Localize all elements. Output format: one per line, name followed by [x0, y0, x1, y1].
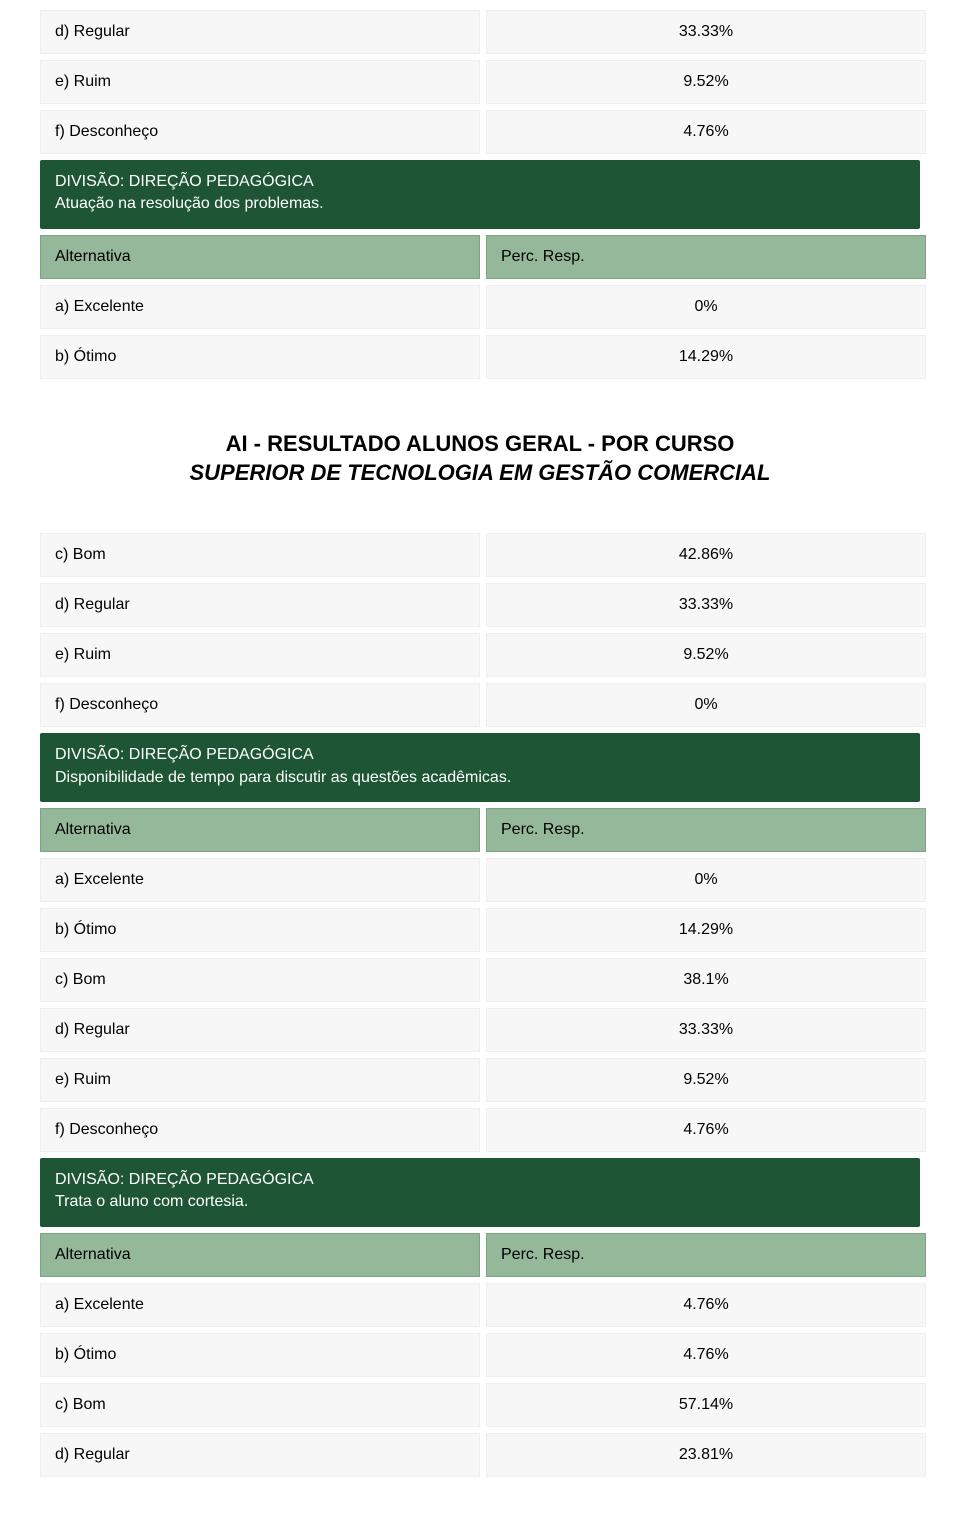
option-value: 0% — [486, 285, 926, 329]
section-tag: DIVISÃO: DIREÇÃO PEDAGÓGICA — [55, 1169, 905, 1191]
option-label: a) Excelente — [40, 285, 480, 329]
option-value: 4.76% — [486, 1108, 926, 1152]
option-value: 0% — [486, 683, 926, 727]
option-value: 9.52% — [486, 1058, 926, 1102]
table-row: c) Bom 38.1% — [40, 958, 920, 1002]
table-row: e) Ruim 9.52% — [40, 1058, 920, 1102]
section-header: DIVISÃO: DIREÇÃO PEDAGÓGICA Atuação na r… — [40, 160, 920, 229]
page-title-line1: AI - RESULTADO ALUNOS GERAL - POR CURSO — [40, 429, 920, 459]
table-row: d) Regular 33.33% — [40, 10, 920, 54]
column-header-alternativa: Alternativa — [40, 1233, 480, 1277]
option-value: 14.29% — [486, 335, 926, 379]
table-row: f) Desconheço 4.76% — [40, 110, 920, 154]
table-row: a) Excelente 4.76% — [40, 1283, 920, 1327]
table-row: a) Excelente 0% — [40, 285, 920, 329]
section-desc: Disponibilidade de tempo para discutir a… — [55, 769, 511, 786]
column-header-row: Alternativa Perc. Resp. — [40, 808, 920, 852]
column-header-alternativa: Alternativa — [40, 808, 480, 852]
table-row: c) Bom 57.14% — [40, 1383, 920, 1427]
table-row: f) Desconheço 0% — [40, 683, 920, 727]
column-header-perc-resp: Perc. Resp. — [486, 808, 926, 852]
table-row: d) Regular 33.33% — [40, 583, 920, 627]
table-row: d) Regular 23.81% — [40, 1433, 920, 1477]
option-value: 0% — [486, 858, 926, 902]
option-label: e) Ruim — [40, 1058, 480, 1102]
table-row: a) Excelente 0% — [40, 858, 920, 902]
option-label: a) Excelente — [40, 1283, 480, 1327]
option-label: b) Ótimo — [40, 1333, 480, 1377]
option-value: 23.81% — [486, 1433, 926, 1477]
option-label: d) Regular — [40, 583, 480, 627]
option-value: 14.29% — [486, 908, 926, 952]
section-header: DIVISÃO: DIREÇÃO PEDAGÓGICA Disponibilid… — [40, 733, 920, 802]
option-label: e) Ruim — [40, 633, 480, 677]
option-value: 33.33% — [486, 583, 926, 627]
page-title: AI - RESULTADO ALUNOS GERAL - POR CURSO … — [40, 429, 920, 488]
option-label: c) Bom — [40, 958, 480, 1002]
option-value: 38.1% — [486, 958, 926, 1002]
option-label: c) Bom — [40, 1383, 480, 1427]
option-value: 4.76% — [486, 1333, 926, 1377]
option-label: d) Regular — [40, 1433, 480, 1477]
section-desc: Trata o aluno com cortesia. — [55, 1193, 248, 1210]
table-row: c) Bom 42.86% — [40, 533, 920, 577]
option-label: e) Ruim — [40, 60, 480, 104]
table-row: e) Ruim 9.52% — [40, 633, 920, 677]
table-row: e) Ruim 9.52% — [40, 60, 920, 104]
table-row: d) Regular 33.33% — [40, 1008, 920, 1052]
column-header-alternativa: Alternativa — [40, 235, 480, 279]
section-tag: DIVISÃO: DIREÇÃO PEDAGÓGICA — [55, 744, 905, 766]
page-title-line2: SUPERIOR DE TECNOLOGIA EM GESTÃO COMERCI… — [40, 458, 920, 488]
section-header: DIVISÃO: DIREÇÃO PEDAGÓGICA Trata o alun… — [40, 1158, 920, 1227]
section-tag: DIVISÃO: DIREÇÃO PEDAGÓGICA — [55, 171, 905, 193]
option-label: d) Regular — [40, 10, 480, 54]
option-label: f) Desconheço — [40, 683, 480, 727]
option-value: 42.86% — [486, 533, 926, 577]
column-header-perc-resp: Perc. Resp. — [486, 235, 926, 279]
option-label: f) Desconheço — [40, 1108, 480, 1152]
option-value: 33.33% — [486, 10, 926, 54]
column-header-row: Alternativa Perc. Resp. — [40, 235, 920, 279]
table-row: b) Ótimo 14.29% — [40, 335, 920, 379]
option-value: 33.33% — [486, 1008, 926, 1052]
option-label: b) Ótimo — [40, 908, 480, 952]
table-row: f) Desconheço 4.76% — [40, 1108, 920, 1152]
option-label: c) Bom — [40, 533, 480, 577]
option-value: 9.52% — [486, 60, 926, 104]
column-header-perc-resp: Perc. Resp. — [486, 1233, 926, 1277]
option-value: 9.52% — [486, 633, 926, 677]
table-row: b) Ótimo 14.29% — [40, 908, 920, 952]
section-desc: Atuação na resolução dos problemas. — [55, 195, 324, 212]
option-label: a) Excelente — [40, 858, 480, 902]
option-value: 57.14% — [486, 1383, 926, 1427]
option-label: f) Desconheço — [40, 110, 480, 154]
option-value: 4.76% — [486, 1283, 926, 1327]
table-row: b) Ótimo 4.76% — [40, 1333, 920, 1377]
option-value: 4.76% — [486, 110, 926, 154]
option-label: d) Regular — [40, 1008, 480, 1052]
column-header-row: Alternativa Perc. Resp. — [40, 1233, 920, 1277]
option-label: b) Ótimo — [40, 335, 480, 379]
